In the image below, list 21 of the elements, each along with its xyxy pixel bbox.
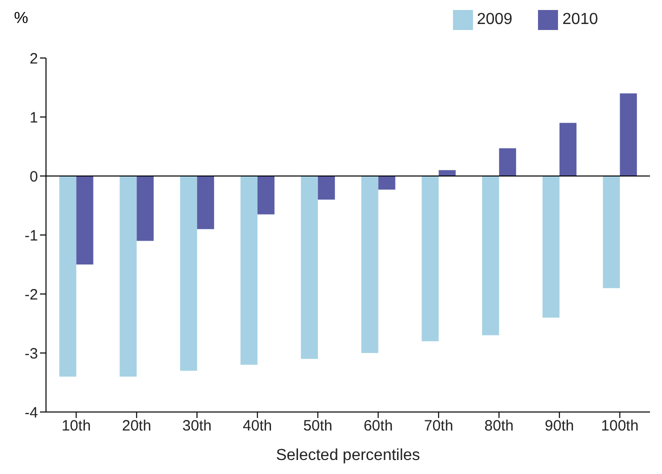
legend-label: 2009 — [476, 11, 512, 28]
y-tick-label: -2 — [24, 286, 38, 304]
x-tick-label: 60th — [364, 418, 393, 435]
x-tick-label: 70th — [424, 418, 454, 435]
legend-label: 2010 — [562, 11, 598, 28]
y-tick-label: 2 — [30, 50, 38, 68]
y-axis-title: % — [14, 10, 28, 28]
x-tick-label: 90th — [544, 418, 574, 435]
x-tick-label: 100th — [601, 418, 639, 435]
x-tick-label: 50th — [303, 418, 332, 435]
x-tick-label: 40th — [242, 418, 272, 435]
y-tick-label: -4 — [24, 404, 38, 422]
x-tick-label: 30th — [182, 418, 212, 435]
x-axis-title: Selected percentiles — [276, 447, 420, 464]
x-tick-label: 10th — [62, 418, 91, 435]
x-tick-label: 20th — [122, 418, 152, 435]
y-tick-label: -3 — [24, 345, 38, 362]
x-tick-label: 80th — [484, 418, 514, 435]
y-tick-label: -1 — [24, 227, 38, 244]
y-tick-label: 1 — [30, 109, 38, 126]
y-tick-label: 0 — [30, 168, 38, 186]
